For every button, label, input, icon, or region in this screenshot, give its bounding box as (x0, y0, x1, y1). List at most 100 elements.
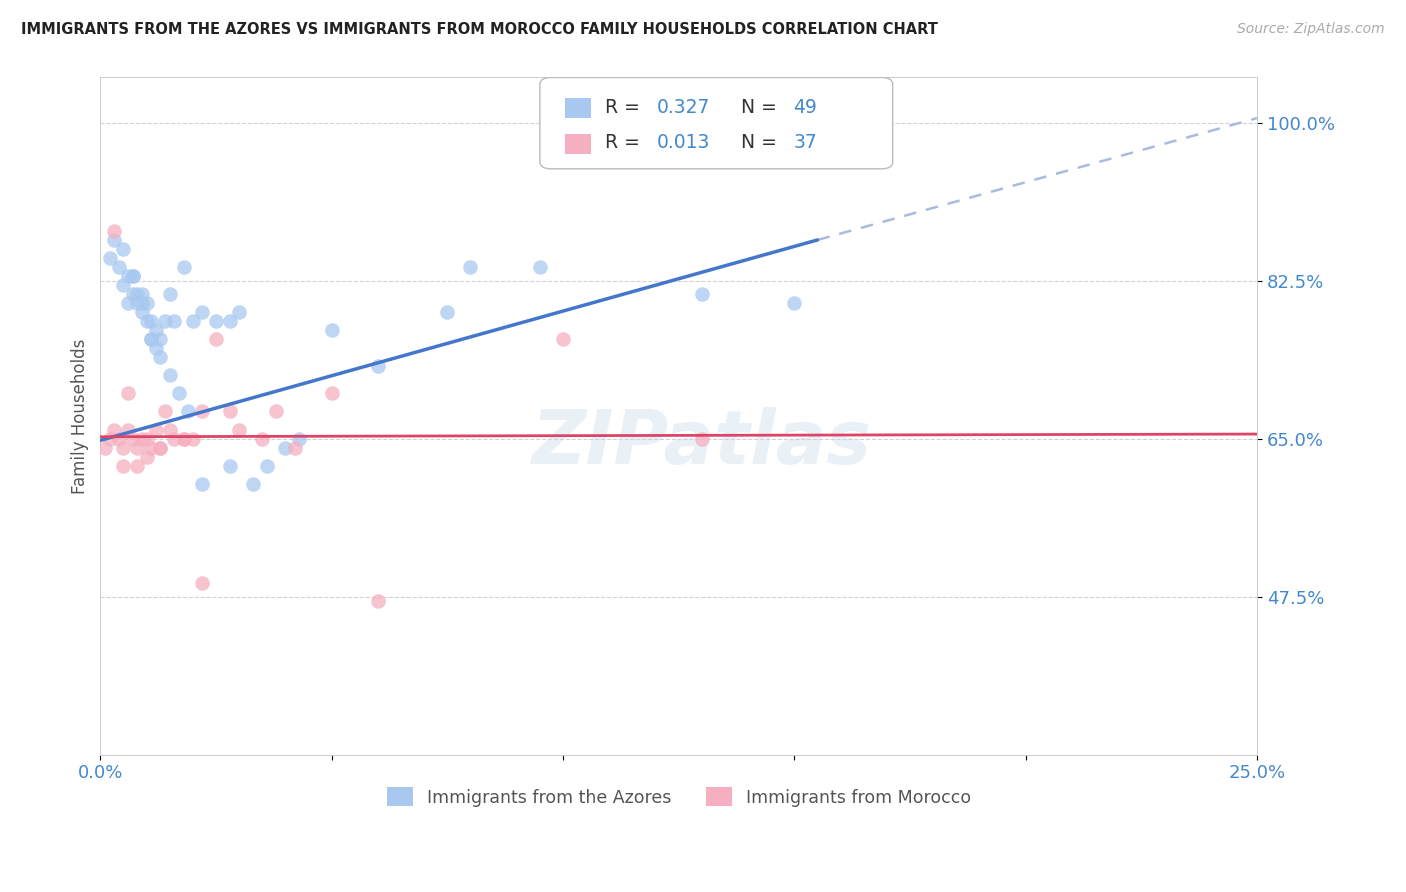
Point (219, 404, 242, 418)
Point (173, 432, 195, 446)
Point (321, 323, 343, 337)
Point (112, 242, 135, 256)
Point (135, 432, 157, 446)
Point (274, 441, 297, 455)
Point (117, 296, 139, 310)
Point (121, 268, 143, 283)
Point (153, 314, 176, 328)
Text: 0.327: 0.327 (657, 98, 710, 117)
Point (149, 441, 172, 455)
Point (141, 332, 163, 346)
Point (135, 314, 157, 328)
Text: 37: 37 (793, 133, 817, 153)
Point (98, 432, 121, 446)
Text: ZIPatlas: ZIPatlas (531, 407, 872, 480)
Point (159, 287, 181, 301)
Point (205, 332, 228, 346)
Point (145, 423, 167, 437)
Text: N =: N = (741, 98, 783, 117)
Point (131, 305, 153, 319)
FancyBboxPatch shape (540, 78, 893, 169)
Point (117, 423, 139, 437)
Point (181, 432, 204, 446)
Text: 49: 49 (793, 98, 817, 117)
Point (284, 441, 307, 455)
Point (436, 305, 458, 319)
Text: R =: R = (605, 133, 645, 153)
Point (228, 423, 250, 437)
Text: N =: N = (741, 133, 783, 153)
Point (127, 287, 149, 301)
Legend: Immigrants from the Azores, Immigrants from Morocco: Immigrants from the Azores, Immigrants f… (380, 780, 977, 814)
Point (191, 305, 214, 319)
Point (145, 323, 167, 337)
Point (141, 332, 163, 346)
Text: IMMIGRANTS FROM THE AZORES VS IMMIGRANTS FROM MOROCCO FAMILY HOUSEHOLDS CORRELAT: IMMIGRANTS FROM THE AZORES VS IMMIGRANTS… (21, 22, 938, 37)
Point (256, 458, 278, 473)
Point (103, 233, 125, 247)
Point (163, 432, 186, 446)
Point (153, 404, 176, 418)
Point (551, 332, 574, 346)
Point (191, 476, 214, 491)
Point (108, 432, 131, 446)
Point (163, 314, 186, 328)
Point (127, 458, 149, 473)
Point (117, 386, 139, 401)
Point (141, 314, 163, 328)
Point (121, 432, 143, 446)
Point (127, 296, 149, 310)
Point (112, 441, 135, 455)
Point (159, 368, 181, 383)
Point (149, 332, 172, 346)
Point (690, 432, 713, 446)
Point (167, 386, 190, 401)
Point (94, 441, 117, 455)
Point (228, 305, 250, 319)
Point (112, 278, 135, 293)
Point (117, 268, 139, 283)
Point (135, 450, 157, 464)
FancyBboxPatch shape (565, 134, 591, 154)
FancyBboxPatch shape (565, 98, 591, 119)
Point (173, 432, 195, 446)
Point (131, 432, 153, 446)
Point (131, 296, 153, 310)
Point (135, 296, 157, 310)
Point (121, 268, 143, 283)
Point (112, 458, 135, 473)
Point (205, 314, 228, 328)
Point (145, 341, 167, 355)
Point (127, 441, 149, 455)
Point (460, 260, 482, 274)
Point (367, 594, 389, 608)
Point (149, 441, 172, 455)
Point (690, 287, 713, 301)
Point (131, 287, 153, 301)
Text: R =: R = (605, 98, 645, 117)
Point (252, 432, 274, 446)
Text: 0.013: 0.013 (657, 133, 710, 153)
Point (783, 296, 806, 310)
Point (98, 251, 121, 265)
Point (121, 287, 143, 301)
Point (149, 351, 172, 365)
Point (367, 359, 389, 374)
Point (288, 432, 311, 446)
Point (159, 423, 181, 437)
Point (141, 441, 163, 455)
Point (173, 260, 195, 274)
Text: Source: ZipAtlas.com: Source: ZipAtlas.com (1237, 22, 1385, 37)
Y-axis label: Family Households: Family Households (72, 338, 89, 493)
Point (191, 404, 214, 418)
Point (242, 476, 264, 491)
Point (181, 314, 204, 328)
Point (529, 260, 551, 274)
Point (219, 458, 242, 473)
Point (103, 423, 125, 437)
Point (264, 404, 287, 418)
Point (103, 224, 125, 238)
Point (177, 404, 200, 418)
Point (191, 576, 214, 591)
Point (108, 260, 131, 274)
